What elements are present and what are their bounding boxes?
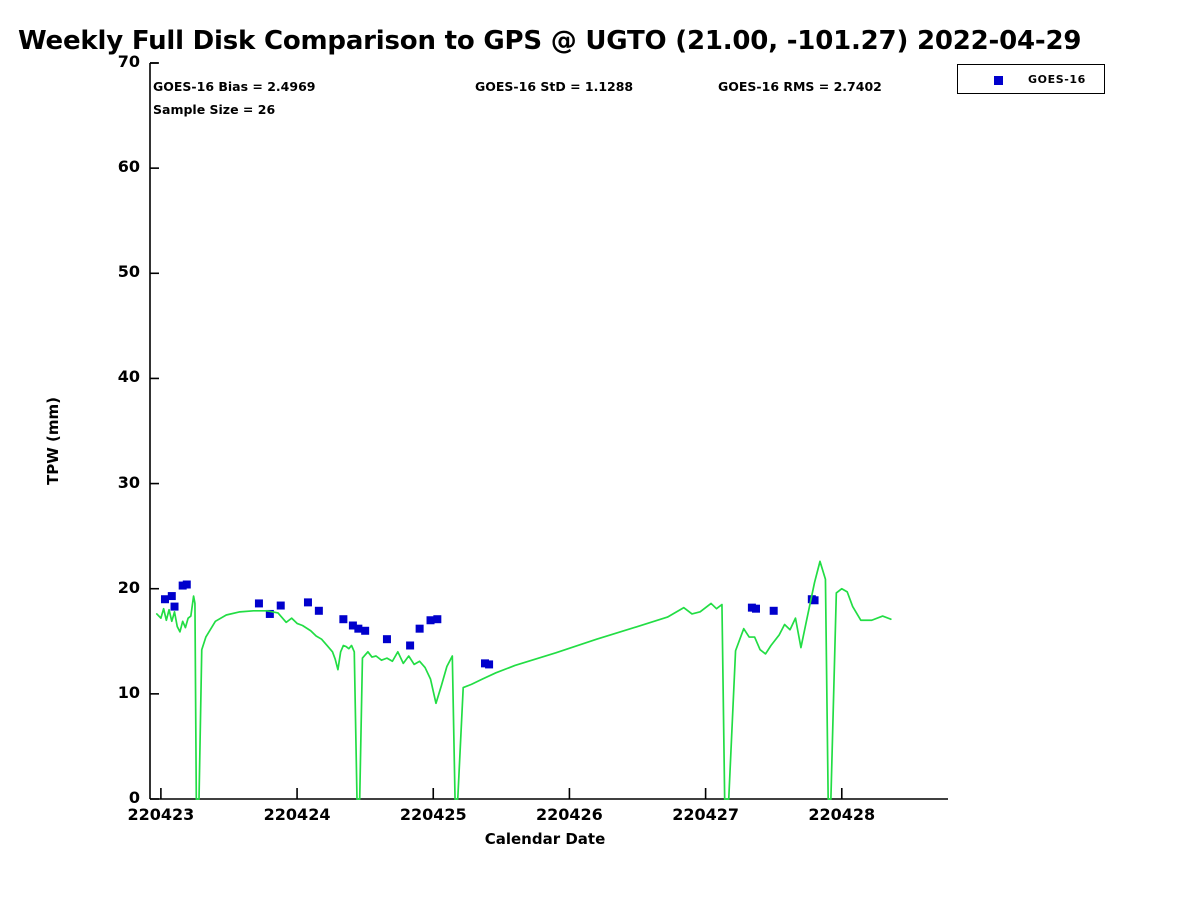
series-points-goes-16 [160,580,819,669]
data-point [354,624,363,633]
y-tick-label: 40 [117,367,140,387]
y-tick-label: 50 [117,262,140,282]
data-point [167,592,176,601]
data-point [485,660,494,669]
data-point [433,615,442,624]
stat-sample-size: Sample Size = 26 [153,102,276,117]
data-point [178,581,187,590]
page-title: Weekly Full Disk Comparison to GPS @ UGT… [18,26,1082,56]
data-point [415,624,424,633]
y-tick-label: 30 [117,472,140,492]
series-line-gps [155,560,892,800]
x-tick-label: 220427 [672,805,739,824]
data-point [747,603,756,612]
x-tick-label: 220426 [536,805,603,824]
data-point [406,641,415,650]
data-point [182,580,191,589]
data-point [170,602,179,611]
y-tick-label: 0 [128,788,140,807]
x-tick-label: 220428 [808,805,876,824]
data-point [348,621,357,630]
legend-label-goes16: GOES-16 [1028,73,1086,86]
data-point [276,601,285,610]
data-point [481,659,489,668]
data-point [810,596,819,605]
data-point [160,595,169,604]
data-point [382,635,391,644]
data-point [314,606,323,615]
data-point [303,598,312,607]
y-tick-label: 20 [117,577,140,597]
x-axis-label: Calendar Date [484,830,606,848]
legend: GOES-16 [957,64,1105,94]
x-tick-label: 220425 [399,805,467,824]
data-point [265,609,274,618]
stat-std: GOES-16 StD = 1.1288 [475,79,634,94]
stat-rms: GOES-16 RMS = 2.7402 [718,79,882,94]
data-point [769,606,778,615]
legend-swatch-goes16 [994,76,1003,85]
data-point [339,615,348,624]
y-tick-label: 60 [117,157,140,177]
stat-bias: GOES-16 Bias = 2.4969 [153,79,316,94]
data-point [254,599,263,608]
data-point [751,604,760,613]
y-tick-label: 10 [117,682,140,702]
data-point [426,616,435,625]
x-tick-label: 220423 [127,805,195,824]
x-tick-label: 220424 [263,805,331,824]
data-point [361,626,370,635]
y-tick-label: 70 [117,52,140,71]
